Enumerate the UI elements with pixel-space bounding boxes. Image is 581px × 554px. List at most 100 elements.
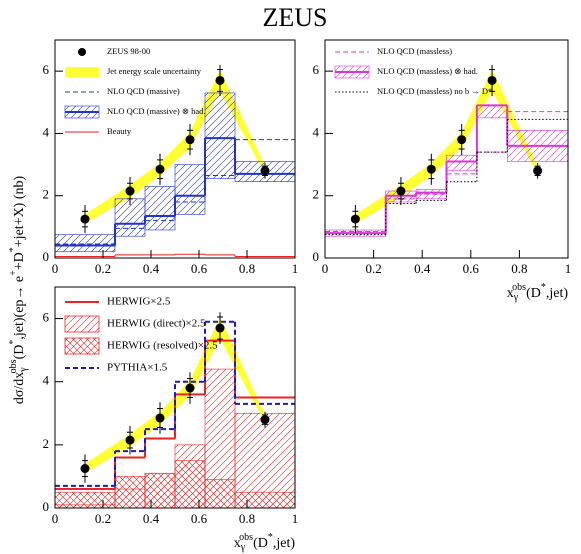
data-point bbox=[155, 413, 165, 423]
data-point bbox=[185, 383, 195, 393]
legend-text: HERWIG (direct)×2.5 bbox=[107, 318, 206, 330]
data-point bbox=[260, 166, 270, 176]
data-point bbox=[215, 323, 225, 333]
theory-band bbox=[446, 154, 478, 172]
x-axis-label: xγobs(D*,jet) bbox=[234, 532, 296, 553]
data-point bbox=[80, 464, 90, 474]
x-tick-label: 0.4 bbox=[414, 261, 431, 276]
hatched-bar bbox=[144, 472, 176, 509]
legend-text: HERWIG×2.5 bbox=[107, 296, 171, 308]
y-tick-label: 6 bbox=[43, 310, 50, 325]
label-part: γ bbox=[240, 542, 246, 553]
data-point bbox=[457, 135, 467, 145]
theory-band bbox=[476, 105, 508, 119]
theory-band bbox=[144, 186, 176, 231]
data-point bbox=[396, 186, 406, 196]
theory-band bbox=[415, 189, 447, 200]
x-tick-label: 0.6 bbox=[191, 261, 208, 276]
y-tick-label: 4 bbox=[43, 124, 50, 139]
y-tick-label: 0 bbox=[43, 249, 50, 264]
plot-frame bbox=[54, 39, 296, 259]
x-tick-label: 0.8 bbox=[239, 511, 255, 526]
label-part: * bbox=[541, 282, 546, 293]
legend-text: HERWIG (resolved)×2.5 bbox=[107, 340, 218, 352]
x-tick-label: 0.8 bbox=[511, 261, 527, 276]
label-part: dσ/dx bbox=[12, 372, 27, 404]
y-tick-label: 4 bbox=[43, 373, 50, 388]
title: ZEUS bbox=[263, 3, 328, 32]
y-tick-label: 2 bbox=[313, 187, 320, 202]
data-point bbox=[155, 164, 165, 174]
label-part: * bbox=[268, 532, 273, 543]
plot-frame bbox=[324, 39, 569, 259]
legend-text: NLO QCD (massless) no b → D* bbox=[377, 86, 492, 96]
label-part: +D bbox=[12, 252, 27, 270]
hatched-bar bbox=[204, 479, 236, 509]
theory-band bbox=[54, 234, 116, 253]
legend-swatch bbox=[64, 337, 100, 355]
legend-text: NLO QCD (massive) ⊗ had. bbox=[107, 106, 205, 116]
x-tick-label: 0 bbox=[322, 261, 329, 276]
data-point bbox=[125, 186, 135, 196]
label-part: obs bbox=[239, 532, 253, 543]
data-point bbox=[215, 75, 225, 85]
data-point bbox=[80, 214, 90, 224]
y-tick-label: 0 bbox=[43, 499, 50, 514]
x-tick-label: 0 bbox=[52, 261, 59, 276]
label-part: γ bbox=[18, 367, 29, 373]
label-part: (D bbox=[526, 286, 541, 301]
label-part: obs bbox=[8, 359, 19, 373]
legend-marker bbox=[78, 48, 86, 56]
legend-text: Beauty bbox=[107, 126, 132, 136]
x-tick-label: 1 bbox=[565, 261, 572, 276]
label-part: γ bbox=[513, 292, 519, 303]
panel: 0 2 4 6 0 0.2 0.4 0.6 0.8 1 ZEUS 98-00 Jet energy s… bbox=[43, 39, 299, 276]
x-tick-label: 0.2 bbox=[95, 261, 111, 276]
label-part: ,jet)(ep→ e bbox=[12, 276, 27, 340]
x-tick-label: 1 bbox=[292, 261, 299, 276]
y-axis-label: dσ/dxγobs(D*,jet)(ep→ e++D*+jet+X) (nb) bbox=[8, 176, 29, 405]
label-part: * bbox=[8, 340, 19, 345]
legend-text: NLO QCD (massless) ⊗ had. bbox=[377, 66, 478, 76]
hatched-bar bbox=[54, 491, 116, 509]
theory-band bbox=[174, 164, 206, 215]
label-part: * bbox=[8, 247, 19, 252]
legend-text: NLO QCD (massive) bbox=[107, 86, 180, 96]
data-point bbox=[350, 214, 360, 224]
x-tick-label: 0.6 bbox=[463, 261, 480, 276]
label-part: (D bbox=[12, 345, 27, 360]
plot-frame bbox=[54, 286, 296, 509]
x-axis-label: xγobs(D*,jet) bbox=[507, 282, 569, 303]
x-tick-label: 0.4 bbox=[143, 261, 160, 276]
theory-band bbox=[204, 92, 236, 179]
label-part: obs bbox=[512, 282, 526, 293]
label-part: ,jet) bbox=[546, 286, 568, 301]
legend-text: PYTHIA×1.5 bbox=[107, 362, 168, 374]
label-part: ,jet) bbox=[273, 536, 295, 551]
label-part: x bbox=[234, 536, 241, 551]
hatched-bar bbox=[114, 476, 146, 509]
y-tick-label: 2 bbox=[43, 436, 50, 451]
y-tick-label: 0 bbox=[313, 249, 320, 264]
y-tick-label: 6 bbox=[43, 62, 50, 77]
label-part: (D bbox=[253, 536, 268, 551]
hatched-bar bbox=[174, 460, 206, 509]
panel: 0 2 4 6 0 0.2 0.4 0.6 0.8 1 xγobs(D*,jet) HERWIG×2.… bbox=[43, 286, 299, 553]
x-tick-label: 0.4 bbox=[143, 511, 160, 526]
y-tick-label: 4 bbox=[313, 124, 320, 139]
x-tick-label: 0.6 bbox=[191, 511, 208, 526]
x-tick-label: 1 bbox=[292, 511, 299, 526]
y-tick-label: 6 bbox=[313, 62, 320, 77]
hatched-bar bbox=[234, 491, 296, 509]
data-point bbox=[260, 415, 270, 425]
label-part: + bbox=[8, 270, 19, 276]
legend-text: NLO QCD (massless) bbox=[377, 46, 452, 56]
y-tick-label: 2 bbox=[43, 187, 50, 202]
data-point bbox=[185, 135, 195, 145]
x-tick-label: 0.2 bbox=[95, 511, 111, 526]
data-point bbox=[487, 75, 497, 85]
data-point bbox=[426, 164, 436, 174]
legend-text: Jet energy scale uncertainty bbox=[107, 66, 202, 76]
x-tick-label: 0.2 bbox=[365, 261, 381, 276]
